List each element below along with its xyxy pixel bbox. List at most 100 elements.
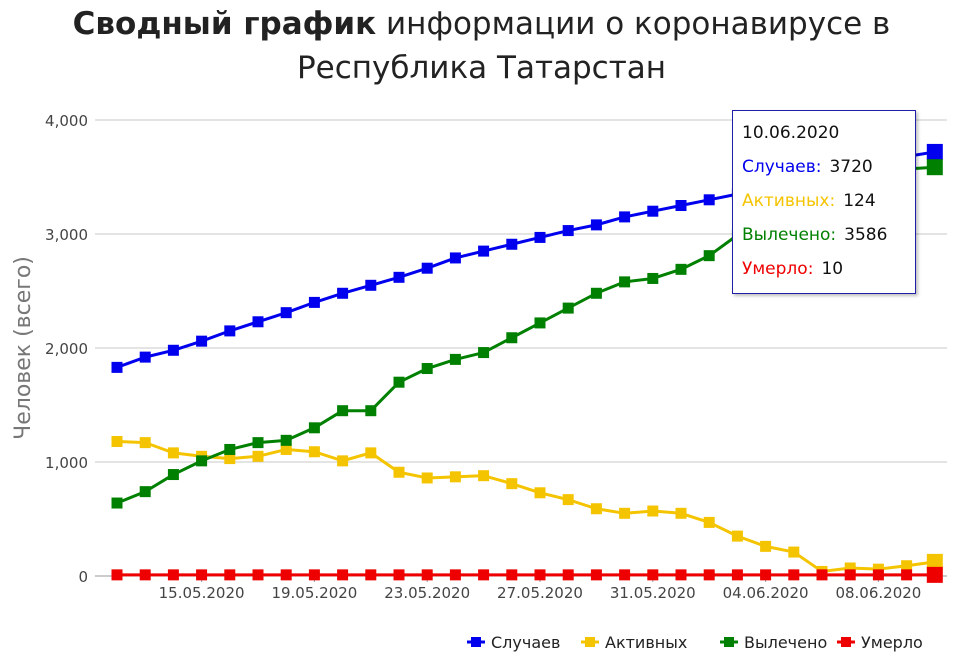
data-point[interactable] <box>111 569 123 581</box>
data-point[interactable] <box>534 569 546 581</box>
data-point[interactable] <box>506 332 518 344</box>
legend-item-label[interactable]: Умерло <box>861 633 923 652</box>
data-point[interactable] <box>167 344 179 356</box>
data-point[interactable] <box>337 287 349 299</box>
data-point[interactable] <box>926 159 943 176</box>
data-point[interactable] <box>365 447 377 459</box>
data-point[interactable] <box>534 487 546 499</box>
data-point[interactable] <box>139 486 151 498</box>
data-point[interactable] <box>478 347 490 359</box>
data-point[interactable] <box>478 569 490 581</box>
data-point[interactable] <box>280 443 292 455</box>
data-point[interactable] <box>167 469 179 481</box>
data-point[interactable] <box>421 472 433 484</box>
data-point[interactable] <box>872 563 884 575</box>
data-point[interactable] <box>926 143 943 160</box>
data-point[interactable] <box>308 569 320 581</box>
data-point[interactable] <box>449 252 461 264</box>
data-point[interactable] <box>901 560 913 572</box>
data-point[interactable] <box>224 443 236 455</box>
data-point[interactable] <box>365 569 377 581</box>
data-point[interactable] <box>703 516 715 528</box>
data-point[interactable] <box>788 546 800 558</box>
data-point[interactable] <box>167 569 179 581</box>
data-point[interactable] <box>703 194 715 206</box>
data-point[interactable] <box>111 435 123 447</box>
data-point[interactable] <box>619 507 631 519</box>
data-point[interactable] <box>872 569 884 581</box>
data-point[interactable] <box>421 569 433 581</box>
legend-item-label[interactable]: Активных <box>605 633 687 652</box>
data-point[interactable] <box>562 569 574 581</box>
data-point[interactable] <box>675 507 687 519</box>
data-point[interactable] <box>224 453 236 465</box>
data-point[interactable] <box>449 569 461 581</box>
data-point[interactable] <box>308 446 320 458</box>
data-point[interactable] <box>308 296 320 308</box>
data-point[interactable] <box>647 505 659 517</box>
data-point[interactable] <box>926 553 943 570</box>
data-point[interactable] <box>365 405 377 417</box>
data-point[interactable] <box>111 497 123 509</box>
data-point[interactable] <box>647 569 659 581</box>
data-point[interactable] <box>562 225 574 237</box>
data-point[interactable] <box>280 307 292 319</box>
data-point[interactable] <box>703 250 715 262</box>
data-point[interactable] <box>901 569 913 581</box>
data-point[interactable] <box>421 262 433 274</box>
data-point[interactable] <box>590 503 602 515</box>
data-point[interactable] <box>252 569 264 581</box>
data-point[interactable] <box>506 569 518 581</box>
data-point[interactable] <box>449 353 461 365</box>
data-point[interactable] <box>252 437 264 449</box>
legend[interactable]: Случаев Активных Вылечено Умерло <box>467 633 923 652</box>
data-point[interactable] <box>393 271 405 283</box>
data-point[interactable] <box>393 376 405 388</box>
data-point[interactable] <box>703 569 715 581</box>
legend-item-label[interactable]: Случаев <box>491 633 560 652</box>
data-point[interactable] <box>844 569 856 581</box>
data-point[interactable] <box>619 276 631 288</box>
data-point[interactable] <box>590 287 602 299</box>
data-point[interactable] <box>478 470 490 482</box>
data-point[interactable] <box>224 569 236 581</box>
data-point[interactable] <box>280 434 292 446</box>
data-point[interactable] <box>506 478 518 490</box>
data-point[interactable] <box>816 569 828 581</box>
data-point[interactable] <box>139 437 151 449</box>
data-point[interactable] <box>167 447 179 459</box>
data-point[interactable] <box>788 569 800 581</box>
data-point[interactable] <box>506 238 518 250</box>
data-point[interactable] <box>675 569 687 581</box>
data-point[interactable] <box>760 540 772 552</box>
data-point[interactable] <box>196 455 208 467</box>
data-point[interactable] <box>760 569 772 581</box>
data-point[interactable] <box>224 325 236 337</box>
data-point[interactable] <box>280 569 292 581</box>
data-point[interactable] <box>111 361 123 373</box>
data-point[interactable] <box>337 455 349 467</box>
data-point[interactable] <box>337 569 349 581</box>
data-point[interactable] <box>562 494 574 506</box>
data-point[interactable] <box>647 205 659 217</box>
data-point[interactable] <box>421 363 433 375</box>
data-point[interactable] <box>534 317 546 329</box>
data-point[interactable] <box>139 351 151 363</box>
data-point[interactable] <box>252 316 264 328</box>
data-point[interactable] <box>534 231 546 243</box>
data-point[interactable] <box>562 302 574 314</box>
data-point[interactable] <box>590 219 602 231</box>
data-point[interactable] <box>337 405 349 417</box>
data-point[interactable] <box>252 450 264 462</box>
data-point[interactable] <box>647 272 659 284</box>
data-point[interactable] <box>844 562 856 574</box>
data-point[interactable] <box>478 245 490 257</box>
data-point[interactable] <box>365 279 377 291</box>
data-point[interactable] <box>196 569 208 581</box>
data-point[interactable] <box>731 530 743 542</box>
data-point[interactable] <box>139 569 151 581</box>
data-point[interactable] <box>196 335 208 347</box>
data-point[interactable] <box>619 569 631 581</box>
data-point[interactable] <box>675 263 687 275</box>
data-point[interactable] <box>308 422 320 434</box>
